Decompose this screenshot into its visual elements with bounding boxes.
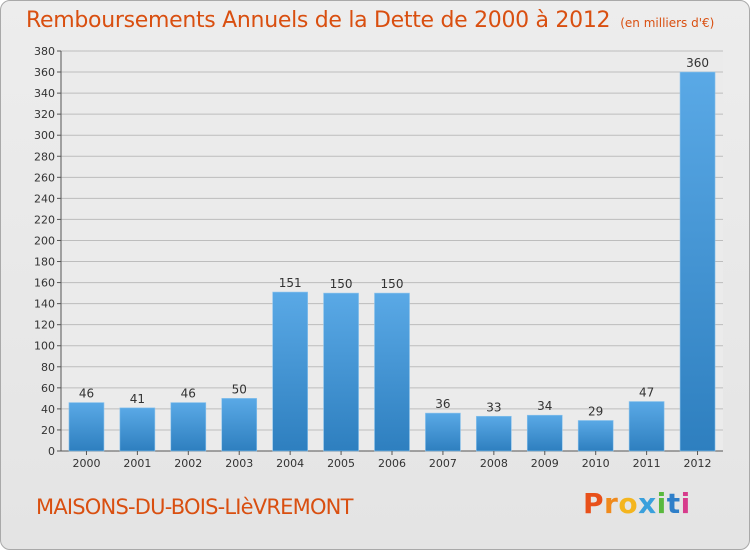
x-tick-label: 2005 bbox=[327, 457, 355, 470]
logo-letter: t bbox=[666, 487, 681, 520]
bar-value-label: 34 bbox=[537, 399, 552, 413]
x-tick-label: 2003 bbox=[225, 457, 253, 470]
commune-name: MAISONS-DU-BOIS-LIèVREMONT bbox=[36, 495, 353, 519]
x-tick-label: 2008 bbox=[480, 457, 508, 470]
y-tick-label: 280 bbox=[34, 150, 55, 163]
bar bbox=[374, 292, 410, 452]
bar bbox=[170, 402, 207, 452]
bar-value-label: 33 bbox=[486, 400, 501, 414]
logo-letter: x bbox=[638, 487, 657, 520]
y-tick-label: 120 bbox=[34, 319, 55, 332]
y-tick-label: 60 bbox=[41, 382, 55, 395]
bar-value-label: 50 bbox=[232, 382, 247, 396]
bar-value-label: 29 bbox=[588, 404, 603, 418]
y-tick-label: 240 bbox=[34, 192, 55, 205]
chart-title: Remboursements Annuels de la Dette de 20… bbox=[26, 8, 714, 33]
x-tick-label: 2007 bbox=[429, 457, 457, 470]
y-tick-label: 300 bbox=[34, 129, 55, 142]
y-tick-label: 180 bbox=[34, 256, 55, 269]
bar-value-label: 41 bbox=[130, 392, 145, 406]
y-tick-label: 100 bbox=[34, 340, 55, 353]
bar bbox=[221, 398, 258, 452]
logo-letter: i bbox=[680, 487, 691, 520]
x-tick-label: 2002 bbox=[174, 457, 202, 470]
x-tick-label: 2010 bbox=[582, 457, 610, 470]
bar-value-label: 360 bbox=[686, 56, 709, 70]
y-tick-label: 140 bbox=[34, 298, 55, 311]
x-tick-label: 2001 bbox=[123, 457, 151, 470]
bar-value-label: 46 bbox=[181, 387, 196, 401]
logo-letter: o bbox=[618, 487, 639, 520]
bar-value-label: 150 bbox=[381, 277, 404, 291]
bar-value-label: 151 bbox=[279, 276, 302, 290]
y-tick-label: 360 bbox=[34, 66, 55, 79]
bar bbox=[425, 412, 461, 452]
bar-value-label: 36 bbox=[435, 397, 450, 411]
x-tick-label: 2009 bbox=[531, 457, 559, 470]
x-tick-label: 2004 bbox=[276, 457, 304, 470]
x-tick-label: 2006 bbox=[378, 457, 406, 470]
y-tick-label: 340 bbox=[34, 87, 55, 100]
y-tick-label: 80 bbox=[41, 361, 55, 374]
bar-value-label: 47 bbox=[639, 386, 654, 400]
y-tick-label: 20 bbox=[41, 424, 55, 437]
bar bbox=[526, 414, 563, 452]
bar bbox=[68, 402, 105, 452]
logo-letter: i bbox=[656, 487, 667, 520]
bar-value-label: 150 bbox=[330, 277, 353, 291]
y-tick-label: 40 bbox=[41, 403, 55, 416]
bar bbox=[323, 292, 359, 452]
y-tick-label: 320 bbox=[34, 108, 55, 121]
y-tick-label: 160 bbox=[34, 277, 55, 290]
x-tick-label: 2011 bbox=[633, 457, 661, 470]
chart-title-text: Remboursements Annuels de la Dette de 20… bbox=[26, 8, 611, 33]
proxiti-logo: Proxiti bbox=[583, 487, 691, 520]
x-tick-label: 2000 bbox=[72, 457, 100, 470]
x-tick-label: 2012 bbox=[684, 457, 712, 470]
y-tick-label: 200 bbox=[34, 234, 55, 247]
logo-letter: P bbox=[583, 487, 605, 520]
bar bbox=[628, 401, 665, 452]
y-tick-label: 220 bbox=[34, 213, 55, 226]
y-tick-label: 260 bbox=[34, 171, 55, 184]
bar bbox=[476, 415, 512, 452]
bar bbox=[679, 71, 716, 452]
logo-letter: r bbox=[604, 487, 619, 520]
bar bbox=[577, 420, 614, 452]
bar-value-label: 46 bbox=[79, 387, 94, 401]
bar bbox=[119, 407, 156, 452]
chart-unit: (en milliers d'€) bbox=[620, 16, 715, 30]
y-tick-label: 0 bbox=[48, 445, 55, 458]
bar bbox=[272, 291, 308, 452]
y-tick-label: 380 bbox=[34, 45, 55, 58]
